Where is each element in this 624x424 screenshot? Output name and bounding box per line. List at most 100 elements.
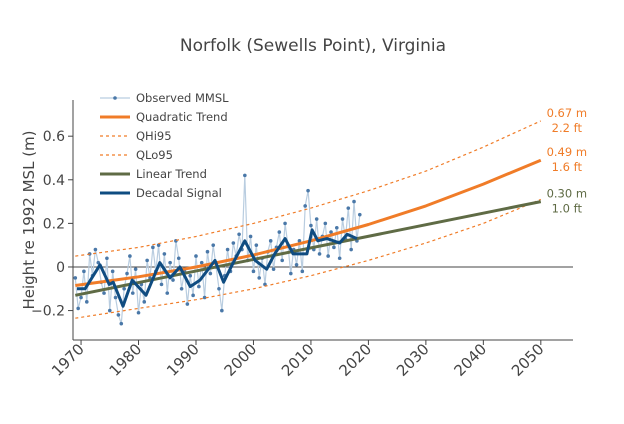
- observed-point: [205, 249, 210, 254]
- observed-point: [271, 267, 276, 271]
- x-tick-label: 1980: [106, 340, 146, 380]
- observed-point: [280, 258, 284, 263]
- observed-point: [119, 321, 124, 326]
- observed-point: [303, 204, 307, 208]
- annotation-feet: 1.6 ft: [552, 160, 583, 174]
- observed-point: [194, 254, 198, 258]
- observed-point: [102, 291, 106, 295]
- observed-point: [202, 295, 207, 300]
- observed-point: [133, 267, 138, 271]
- observed-point: [357, 212, 362, 217]
- observed-point: [188, 273, 193, 278]
- observed-point: [168, 260, 172, 265]
- observed-point: [185, 302, 190, 306]
- legend-marker: [113, 96, 117, 100]
- annotation-meters: 0.49 m: [547, 145, 587, 159]
- legend[interactable]: Observed MMSL Quadratic Trend QHi95 QLo95 Li…: [100, 91, 229, 200]
- observed-point: [314, 217, 319, 221]
- observed-point: [332, 245, 336, 250]
- annotation-quadratic-trend: 0.49 m1.6 ft: [547, 145, 587, 174]
- legend-label: QHi95: [136, 129, 172, 143]
- y-tick-label: 0: [56, 260, 65, 276]
- observed-point: [130, 291, 135, 295]
- x-tick-label: 2020: [336, 340, 376, 380]
- observed-point: [176, 256, 181, 261]
- annotation-feet: 2.2 ft: [552, 121, 583, 135]
- legend-label: Observed MMSL: [136, 91, 229, 105]
- observed-point: [211, 243, 216, 247]
- observed-point: [113, 295, 118, 300]
- series-decadal-signal: [77, 228, 358, 308]
- observed-point: [340, 217, 345, 221]
- observed-point: [122, 286, 126, 291]
- observed-point: [151, 245, 155, 250]
- observed-point: [128, 254, 132, 258]
- observed-point: [199, 260, 204, 265]
- observed-point: [346, 206, 351, 210]
- y-tick-label: 0.4: [43, 173, 65, 189]
- x-tick-label: 2040: [450, 340, 490, 380]
- observed-point: [76, 306, 80, 311]
- observed-point: [326, 254, 330, 258]
- observed-point: [329, 230, 333, 234]
- observed-point: [217, 286, 221, 291]
- observed-point: [165, 291, 170, 295]
- observed-point: [82, 269, 86, 274]
- legend-item-decadal-signal[interactable]: Decadal Signal: [100, 186, 222, 200]
- observed-point: [105, 256, 109, 261]
- legend-label: Quadratic Trend: [136, 110, 228, 124]
- legend-label: QLo95: [136, 148, 173, 162]
- y-tick-label: −0.2: [31, 304, 65, 320]
- legend-label: Linear Trend: [136, 167, 207, 181]
- observed-point: [96, 260, 101, 265]
- y-tick-label: 0.6: [43, 129, 65, 145]
- observed-point: [231, 241, 236, 245]
- observed-point: [220, 308, 224, 313]
- observed-point: [110, 269, 115, 274]
- legend-label: Decadal Signal: [136, 186, 222, 200]
- observed-point: [162, 252, 167, 256]
- legend-item-qhi95[interactable]: QHi95: [100, 129, 172, 143]
- chart-title: Norfolk (Sewells Point), Virginia: [180, 36, 446, 56]
- observed-point: [225, 247, 230, 252]
- observed-point: [248, 234, 253, 239]
- observed-point: [145, 258, 149, 263]
- y-axis-label: Height re 1992 MSL (m): [20, 130, 38, 309]
- observed-point: [156, 243, 161, 247]
- observed-point: [136, 310, 141, 315]
- plot-area: [73, 120, 573, 326]
- observed-point: [306, 188, 310, 193]
- observed-point: [337, 256, 342, 261]
- observed-point: [289, 271, 293, 276]
- observed-point: [171, 278, 175, 282]
- annotation-linear-trend: 0.30 m1.0 ft: [547, 187, 587, 216]
- annotation-qhi95: 0.67 m2.2 ft: [547, 106, 587, 135]
- observed-point: [251, 269, 256, 274]
- observed-point: [237, 232, 241, 237]
- observed-point: [277, 230, 282, 234]
- observed-point: [84, 300, 89, 304]
- observed-point: [116, 313, 121, 317]
- observed-point: [297, 239, 302, 243]
- legend-item-linear-trend[interactable]: Linear Trend: [100, 167, 207, 181]
- observed-point: [309, 223, 313, 228]
- observed-point: [254, 243, 259, 247]
- observed-point: [349, 247, 353, 252]
- annotation-feet: 1.0 ft: [552, 202, 583, 216]
- x-tick-label: 1970: [48, 340, 88, 380]
- observed-point: [125, 271, 129, 276]
- legend-item-qlo95[interactable]: QLo95: [100, 148, 173, 162]
- observed-point: [93, 247, 98, 252]
- observed-point: [334, 225, 339, 230]
- decadal-signal-line: [77, 228, 358, 308]
- series-qhi95: [75, 120, 542, 257]
- x-tick-label: 2030: [393, 340, 433, 380]
- annotation-meters: 0.30 m: [547, 187, 587, 201]
- legend-item-quadratic-trend[interactable]: Quadratic Trend: [100, 110, 228, 124]
- axes: −0.2 0 0.2 0.4 0.6 1970 1980 1990 2000 2010 2020 20…: [31, 100, 573, 380]
- legend-item-observed-mmsl[interactable]: Observed MMSL: [100, 91, 229, 105]
- x-tick-label: 2050: [508, 340, 548, 380]
- observed-point: [323, 221, 328, 226]
- observed-point: [73, 276, 78, 280]
